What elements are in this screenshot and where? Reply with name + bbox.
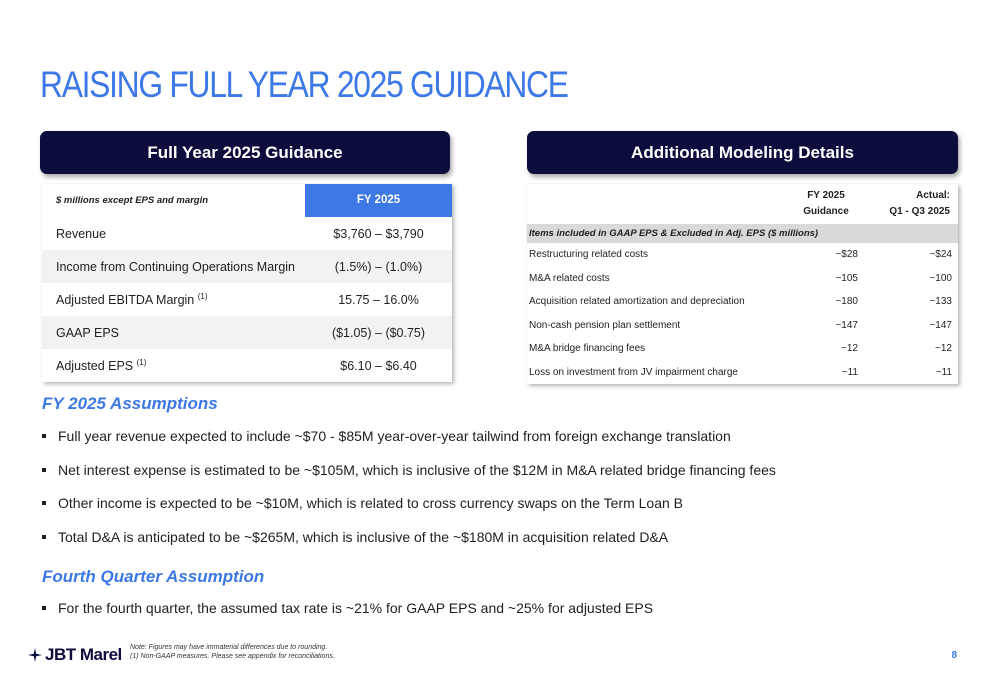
- guidance-table: $ millions except EPS and margin FY 2025…: [42, 184, 452, 382]
- row-actual: ~$24: [929, 249, 952, 261]
- list-item: Net interest expense is estimated to be …: [42, 461, 776, 495]
- assumptions-heading: FY 2025 Assumptions: [42, 394, 218, 413]
- table-row: Non-cash pension plan settlement ~147 ~1…: [527, 314, 958, 338]
- row-label: Acquisition related amortization and dep…: [529, 296, 745, 308]
- modeling-banner: Additional Modeling Details: [527, 131, 958, 174]
- bullet-icon: [42, 434, 46, 438]
- row-actual: ~147: [929, 319, 952, 331]
- table-row: Income from Continuing Operations Margin…: [42, 250, 452, 283]
- row-value: ($1.05) – ($0.75): [331, 325, 426, 340]
- row-guidance: ~105: [835, 272, 858, 284]
- bullet-icon: [42, 534, 46, 539]
- table-row: M&A bridge financing fees ~12 ~12: [527, 337, 958, 361]
- row-label: Adjusted EPS: [56, 359, 134, 374]
- row-guidance: ~12: [841, 343, 858, 355]
- footnotes: Note: Figures may have immaterial differ…: [130, 644, 335, 660]
- row-actual: ~12: [935, 343, 952, 355]
- row-guidance: ~11: [841, 366, 858, 378]
- row-value: (1.5%) – (1.0%): [334, 259, 423, 274]
- logo-text: JBT Marel: [45, 645, 122, 664]
- row-label: GAAP EPS: [56, 325, 119, 340]
- table-row: Restructuring related costs ~$28 ~$24: [527, 243, 958, 267]
- row-value: 15.75 – 16.0%: [338, 292, 419, 307]
- row-label: Loss on investment from JV impairment ch…: [529, 366, 738, 378]
- row-value: $3,760 – $3,790: [333, 226, 424, 241]
- page-title: RAISING FULL YEAR 2025 GUIDANCE: [40, 64, 569, 105]
- list-item: Full year revenue expected to include ~$…: [42, 427, 776, 461]
- row-label: Adjusted EBITDA Margin: [56, 293, 195, 308]
- table-row: Revenue $3,760 – $3,790: [42, 217, 452, 250]
- row-label: Non-cash pension plan settlement: [529, 319, 681, 331]
- q4-heading: Fourth Quarter Assumption: [42, 567, 265, 586]
- guidance-column-header: FY 2025 Guidance: [803, 190, 849, 217]
- table-row: Adjusted EPS (1) $6.10 – $6.40: [42, 349, 452, 382]
- modeling-table: FY 2025 Guidance Actual: Q1 - Q3 2025 It…: [527, 184, 958, 384]
- guidance-header-label: $ millions except EPS and margin: [56, 195, 209, 206]
- row-actual: ~133: [929, 296, 952, 308]
- logo-mark-icon: [28, 648, 42, 662]
- row-guidance: ~147: [835, 319, 858, 331]
- row-guidance: ~180: [835, 296, 858, 308]
- row-label: M&A related costs: [529, 272, 610, 284]
- bullet-icon: [42, 606, 46, 610]
- table-row: GAAP EPS ($1.05) – ($0.75): [42, 316, 452, 349]
- guidance-header-value: FY 2025: [305, 184, 452, 217]
- row-value: $6.10 – $6.40: [340, 358, 417, 373]
- footnote-marker: (1): [136, 357, 147, 367]
- actual-column-header: Actual: Q1 - Q3 2025: [889, 190, 950, 217]
- assumptions-list: Full year revenue expected to include ~$…: [42, 427, 776, 561]
- footnote-marker: (1): [197, 291, 208, 301]
- table-row: Acquisition related amortization and dep…: [527, 290, 958, 314]
- table-row: Loss on investment from JV impairment ch…: [527, 361, 958, 385]
- list-item: Other income is expected to be ~$10M, wh…: [42, 494, 776, 528]
- row-actual: ~11: [935, 366, 952, 378]
- table-row: M&A related costs ~105 ~100: [527, 267, 958, 291]
- row-label: Restructuring related costs: [529, 249, 648, 261]
- row-label: M&A bridge financing fees: [529, 343, 646, 355]
- guidance-banner: Full Year 2025 Guidance: [40, 131, 450, 174]
- list-item: For the fourth quarter, the assumed tax …: [42, 599, 653, 633]
- page-number: 8: [951, 650, 957, 661]
- row-label: Income from Continuing Operations Margin: [56, 259, 296, 274]
- company-logo: JBT Marel: [28, 645, 122, 665]
- row-label: Revenue: [56, 226, 107, 241]
- section-label: Items included in GAAP EPS & Excluded in…: [527, 224, 958, 243]
- bullet-icon: [42, 467, 46, 472]
- table-row: Adjusted EBITDA Margin (1) 15.75 – 16.0%: [42, 283, 452, 316]
- q4-list: For the fourth quarter, the assumed tax …: [42, 599, 653, 633]
- guidance-table-header: $ millions except EPS and margin FY 2025: [42, 184, 452, 217]
- row-guidance: ~$28: [835, 249, 858, 261]
- row-actual: ~100: [929, 272, 952, 284]
- list-item: Total D&A is anticipated to be ~$265M, w…: [42, 528, 776, 562]
- bullet-icon: [42, 501, 46, 505]
- modeling-table-header: FY 2025 Guidance Actual: Q1 - Q3 2025: [527, 184, 958, 224]
